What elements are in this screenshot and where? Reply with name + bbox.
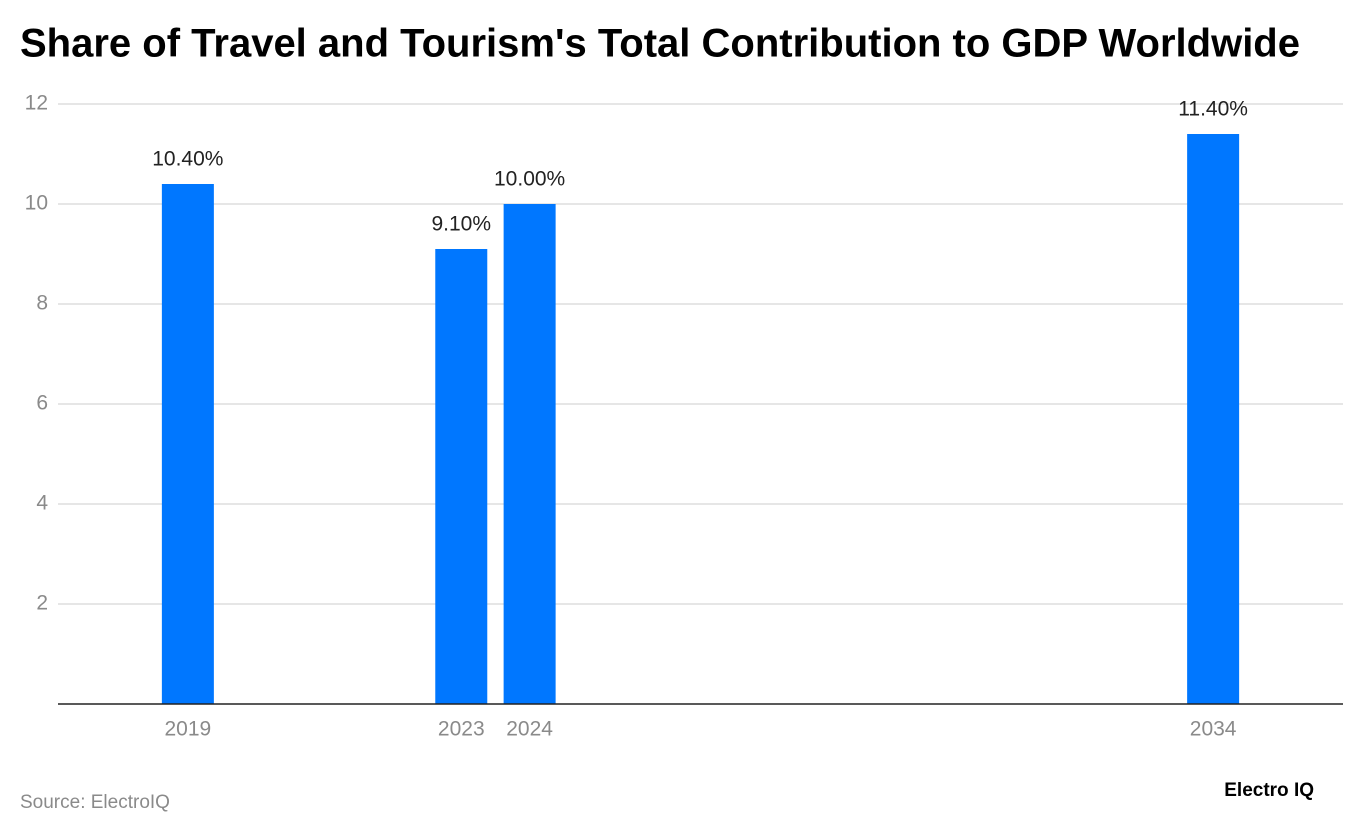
y-tick-label: 6 <box>36 392 48 415</box>
bar <box>435 249 488 704</box>
bar <box>503 204 556 704</box>
x-tick-label: 2023 <box>438 718 485 741</box>
data-label: 11.40% <box>1178 98 1248 121</box>
data-label: 9.10% <box>431 213 491 236</box>
y-tick-label: 8 <box>36 292 48 315</box>
x-tick-label: 2034 <box>1190 718 1237 741</box>
data-label: 10.00% <box>494 168 565 191</box>
data-label: 10.40% <box>152 148 223 171</box>
y-tick-label: 12 <box>25 92 48 115</box>
y-tick-label: 2 <box>36 592 48 615</box>
logo: Electro IQ <box>1224 780 1314 801</box>
bar <box>1187 134 1240 704</box>
bar <box>161 184 214 704</box>
x-tick-label: 2019 <box>165 718 212 741</box>
chart-title: Share of Travel and Tourism's Total Cont… <box>20 22 1300 66</box>
y-tick-label: 4 <box>36 492 48 515</box>
x-tick-label: 2024 <box>506 718 553 741</box>
source: Source: ElectroIQ <box>20 792 170 813</box>
y-tick-label: 10 <box>25 192 48 215</box>
